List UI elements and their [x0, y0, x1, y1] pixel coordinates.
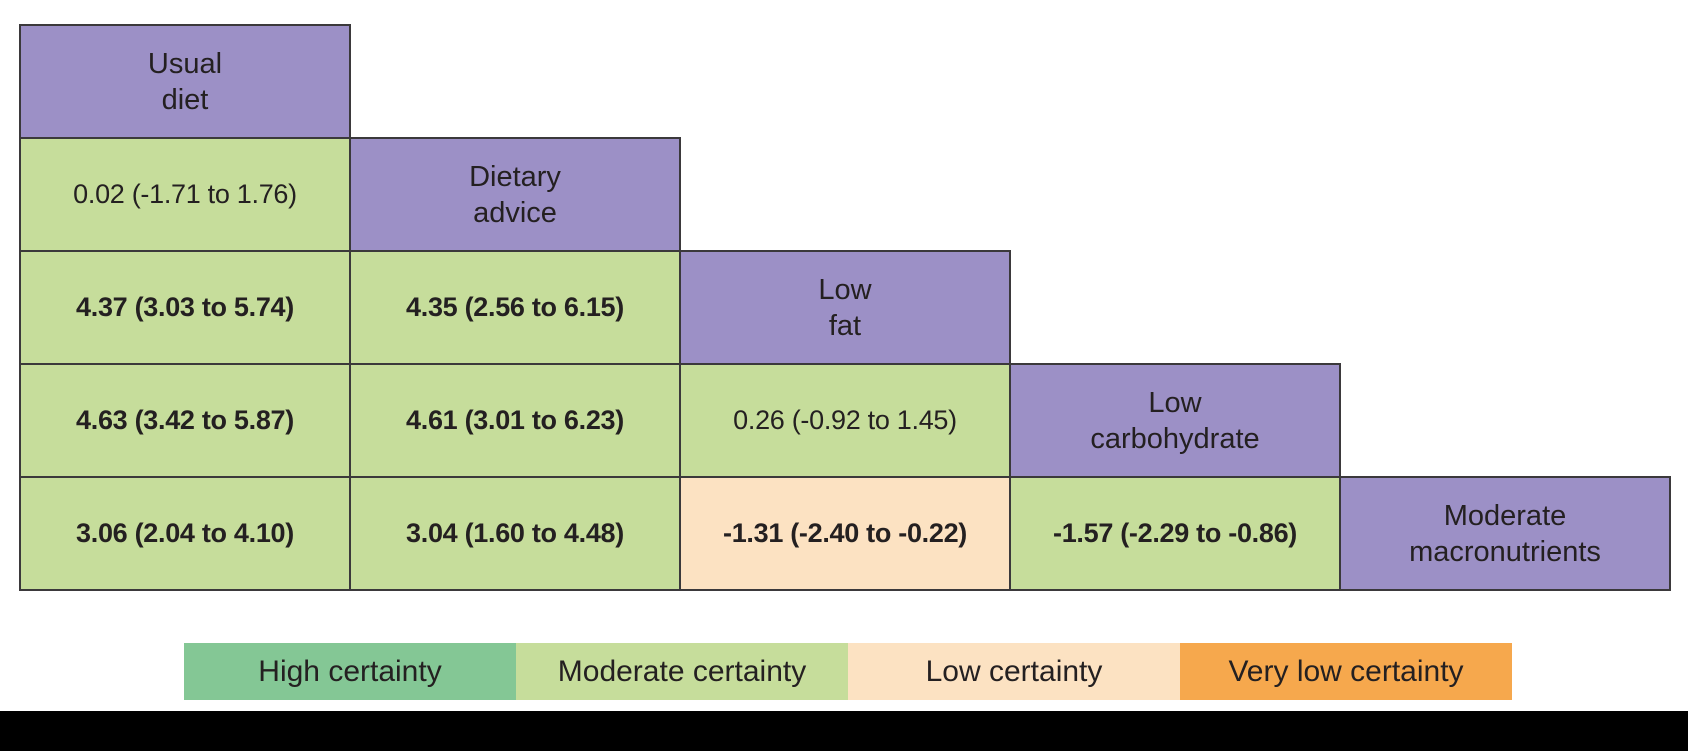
diet-header-cell: Low fat [679, 250, 1011, 365]
cell-label: Dietary advice [469, 160, 561, 229]
legend-item: Moderate certainty [516, 643, 848, 700]
bottom-black-bar [0, 711, 1688, 751]
legend-item-label: Moderate certainty [557, 654, 807, 688]
legend-item: Low certainty [848, 643, 1180, 700]
diet-header-cell: Moderate macronutrients [1339, 476, 1671, 591]
cell-label: 0.02 (-1.71 to 1.76) [73, 179, 297, 209]
legend-item: Very low certainty [1180, 643, 1512, 700]
diet-header-cell: Usual diet [19, 24, 351, 139]
legend-item-label: High certainty [258, 654, 442, 688]
legend-item-label: Very low certainty [1228, 654, 1464, 688]
cell-label: -1.57 (-2.29 to -0.86) [1053, 518, 1297, 548]
cell-label: 4.37 (3.03 to 5.74) [76, 292, 294, 322]
diet-header-cell: Dietary advice [349, 137, 681, 252]
certainty-legend: High certainty Moderate certainty Low ce… [184, 643, 1512, 700]
comparison-cell: 3.06 (2.04 to 4.10) [19, 476, 351, 591]
legend-item-label: Low certainty [925, 654, 1103, 688]
cell-label: 3.06 (2.04 to 4.10) [76, 518, 294, 548]
cell-label: 4.35 (2.56 to 6.15) [406, 292, 624, 322]
cell-label: Usual diet [147, 47, 223, 116]
diet-header-cell: Low carbohydrate [1009, 363, 1341, 478]
legend-item: High certainty [184, 643, 516, 700]
comparison-cell: 4.35 (2.56 to 6.15) [349, 250, 681, 365]
cell-label: Low carbohydrate [1090, 386, 1260, 455]
comparison-cell: 4.61 (3.01 to 6.23) [349, 363, 681, 478]
comparison-cell: 4.37 (3.03 to 5.74) [19, 250, 351, 365]
cell-label: 3.04 (1.60 to 4.48) [406, 518, 624, 548]
comparison-cell: -1.31 (-2.40 to -0.22) [679, 476, 1011, 591]
cell-label: Moderate macronutrients [1409, 499, 1601, 568]
comparison-cell: -1.57 (-2.29 to -0.86) [1009, 476, 1341, 591]
comparison-cell: 0.02 (-1.71 to 1.76) [19, 137, 351, 252]
cell-label: 4.63 (3.42 to 5.87) [76, 405, 294, 435]
comparison-cell: 3.04 (1.60 to 4.48) [349, 476, 681, 591]
cell-label: 0.26 (-0.92 to 1.45) [733, 405, 957, 435]
comparison-cell: 0.26 (-0.92 to 1.45) [679, 363, 1011, 478]
comparison-cell: 4.63 (3.42 to 5.87) [19, 363, 351, 478]
cell-label: -1.31 (-2.40 to -0.22) [723, 518, 967, 548]
cell-label: 4.61 (3.01 to 6.23) [406, 405, 624, 435]
cell-label: Low fat [818, 273, 872, 342]
